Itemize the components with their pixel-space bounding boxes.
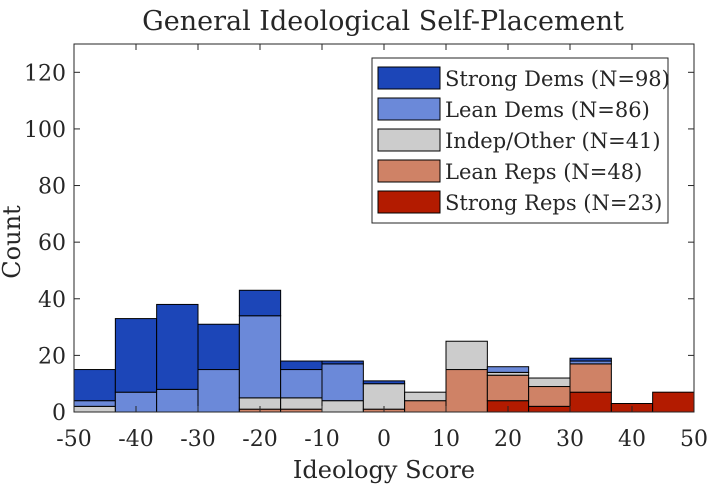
bar-bin-6-series-4 [321,360,364,365]
legend: Strong Dems (N=98) Lean Dems (N=86) Indep/… [371,57,670,224]
y-axis-ticks: 0 20 40 60 80 100 120 [24,61,694,426]
bar-bin-12-series-4 [569,357,612,362]
x-axis-ticks: -50 -40 -30 -20 -10 0 10 20 30 40 50 [56,44,708,452]
legend-label: Lean Reps (N=48) [445,160,642,184]
legend-swatch [377,159,441,183]
legend-label: Strong Dems (N=98) [445,67,670,91]
y-tick-label: 100 [24,118,66,143]
y-tick-label: 120 [24,61,66,86]
y-tick-label: 60 [38,231,66,256]
bar-bin-9-series-1 [445,369,488,413]
legend-swatch [377,97,441,121]
x-tick-label: 40 [618,427,646,452]
bar-bin-2-series-4 [156,303,199,390]
bar-bin-12-series-1 [569,363,612,393]
y-axis-label: Count [0,205,26,279]
bar-bin-11-series-1 [528,386,571,407]
bar-bin-11-series-0 [528,405,571,413]
legend-swatch [377,128,441,152]
bar-bin-6-series-3 [321,363,364,402]
y-tick-label: 20 [38,344,66,369]
bar-bin-8-series-2 [404,391,447,402]
x-tick-label: 50 [680,427,708,452]
y-tick-label: 0 [52,401,66,426]
bar-bin-5-series-4 [280,360,323,371]
bar-stacks [73,289,695,413]
bar-bin-11-series-2 [528,377,571,388]
bar-bin-4-series-4 [238,289,282,317]
bar-bin-10-series-1 [486,374,530,402]
x-axis-label: Ideology Score [293,456,475,484]
bar-bin-1-series-4 [114,318,158,393]
bar-bin-7-series-4 [362,380,406,385]
legend-swatch [377,190,441,214]
bar-bin-5-series-2 [280,397,323,410]
bar-bin-0-series-2 [73,405,116,413]
bar-bin-8-series-1 [404,400,447,413]
legend-label: Indep/Other (N=41) [445,129,661,153]
x-tick-label: 20 [494,427,522,452]
bar-bin-14-series-0 [652,391,695,413]
x-tick-label: 30 [556,427,584,452]
bar-bin-5-series-3 [280,369,323,399]
legend-swatch [377,66,441,90]
legend-label: Lean Dems (N=86) [445,98,650,122]
bar-bin-4-series-3 [238,315,282,399]
x-tick-label: -10 [304,427,339,452]
bar-bin-10-series-3 [486,366,530,373]
bar-bin-6-series-2 [321,400,364,413]
chart-title: General Ideological Self-Placement [142,6,624,37]
x-tick-label: 10 [432,427,460,452]
x-tick-label: 0 [377,427,391,452]
x-tick-label: -20 [242,427,277,452]
bar-bin-12-series-0 [569,391,612,413]
bar-bin-2-series-3 [156,388,199,413]
legend-label: Strong Reps (N=23) [445,191,662,215]
y-tick-label: 40 [38,288,66,313]
x-tick-label: -30 [180,427,215,452]
bar-bin-3-series-3 [197,369,240,413]
bar-bin-9-series-2 [445,340,488,371]
bar-bin-0-series-4 [73,369,116,402]
bar-bin-7-series-2 [362,383,406,410]
bar-bin-3-series-4 [197,323,240,371]
x-tick-label: -40 [118,427,153,452]
y-tick-label: 80 [38,175,66,200]
bar-bin-0-series-3 [73,400,116,407]
x-tick-label: -50 [56,427,91,452]
